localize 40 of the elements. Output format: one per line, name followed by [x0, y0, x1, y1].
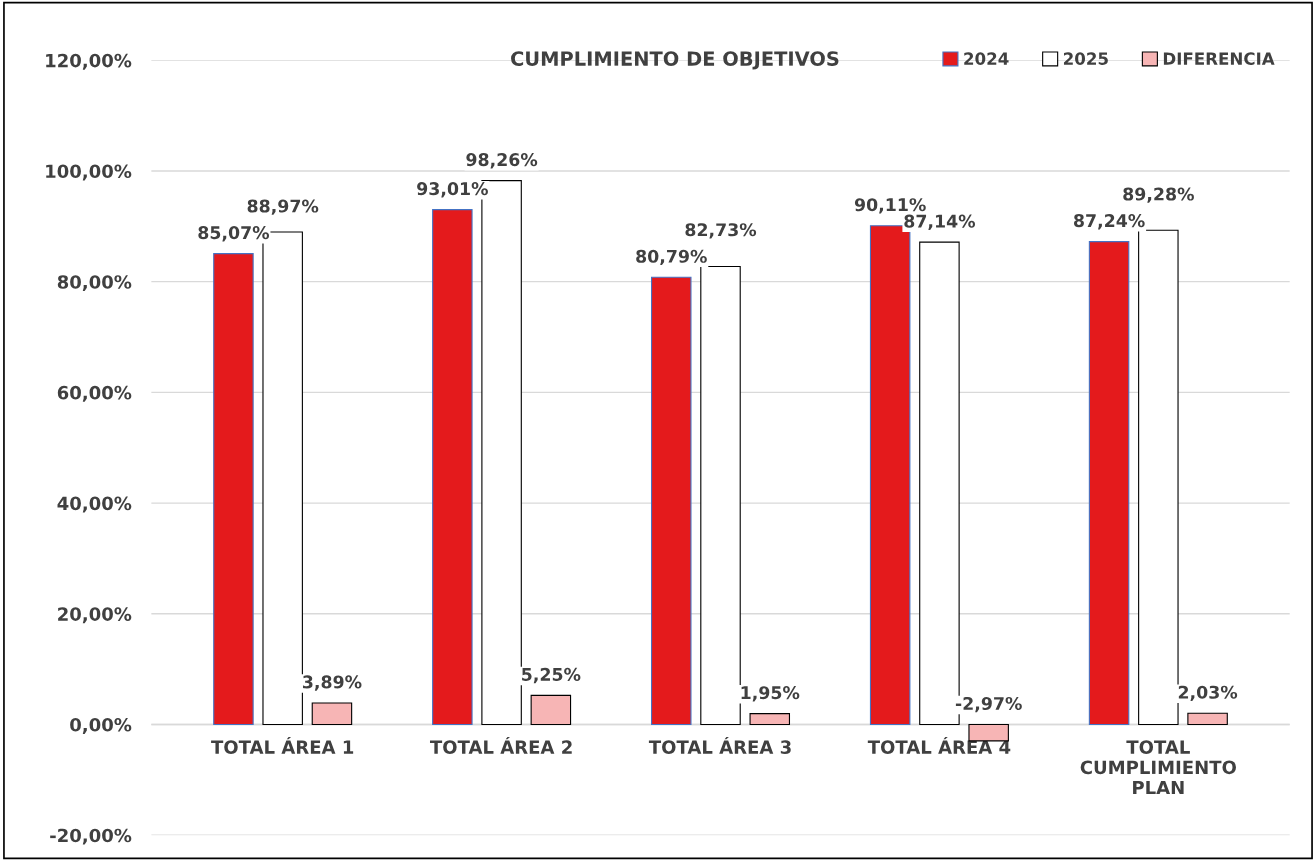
x-tick-label: TOTAL ÁREA 1	[211, 736, 354, 754]
data-label: 80,79%	[636, 249, 707, 266]
data-label: 1,95%	[741, 686, 800, 702]
y-tick-label: 120,00%	[46, 53, 132, 70]
bar	[213, 253, 254, 726]
x-tick-label: TOTAL ÁREA 2	[430, 736, 572, 754]
legend-label: DIFERENCIA	[1163, 52, 1275, 65]
bar	[1088, 241, 1130, 726]
x-tick-label: TOTAL CUMPLIMIENTO PLAN	[1080, 740, 1236, 795]
data-label: 82,73%	[685, 223, 757, 239]
legend-label: 2025	[1063, 52, 1108, 65]
data-label: 87,14%	[904, 214, 976, 230]
y-tick-label: 40,00%	[57, 496, 132, 513]
chart-title: CUMPLIMIENTO DE OBJETIVOS	[511, 51, 839, 70]
data-label: -2,97%	[955, 696, 1022, 713]
data-label: 85,07%	[198, 226, 270, 242]
y-tick-label: 80,00%	[57, 275, 132, 292]
y-tick-label: 60,00%	[57, 385, 132, 402]
data-label: 93,01%	[417, 182, 488, 198]
data-label: 98,26%	[466, 153, 538, 169]
data-label: 3,89%	[302, 675, 362, 691]
data-label: 89,28%	[1123, 187, 1194, 203]
data-label: 2,03%	[1178, 685, 1238, 702]
y-tick-label: 100,00%	[46, 164, 132, 181]
data-label: 5,25%	[522, 667, 581, 684]
x-tick-label: TOTAL ÁREA 4	[867, 736, 1011, 754]
y-tick-label: -20,00%	[50, 828, 132, 845]
bar	[650, 276, 692, 726]
data-label: 88,97%	[247, 199, 319, 215]
legend-label: 2024	[964, 52, 1009, 65]
y-tick-label: 20,00%	[58, 607, 132, 624]
data-label: 87,24%	[1073, 214, 1145, 230]
data-label: 90,11%	[854, 198, 926, 214]
x-tick-label: TOTAL ÁREA 3	[648, 736, 791, 754]
bar	[1187, 712, 1228, 726]
bar	[530, 694, 572, 726]
y-tick-label: 0,00%	[70, 717, 132, 734]
bar	[432, 209, 473, 726]
bar	[311, 702, 353, 726]
bar	[749, 713, 791, 726]
